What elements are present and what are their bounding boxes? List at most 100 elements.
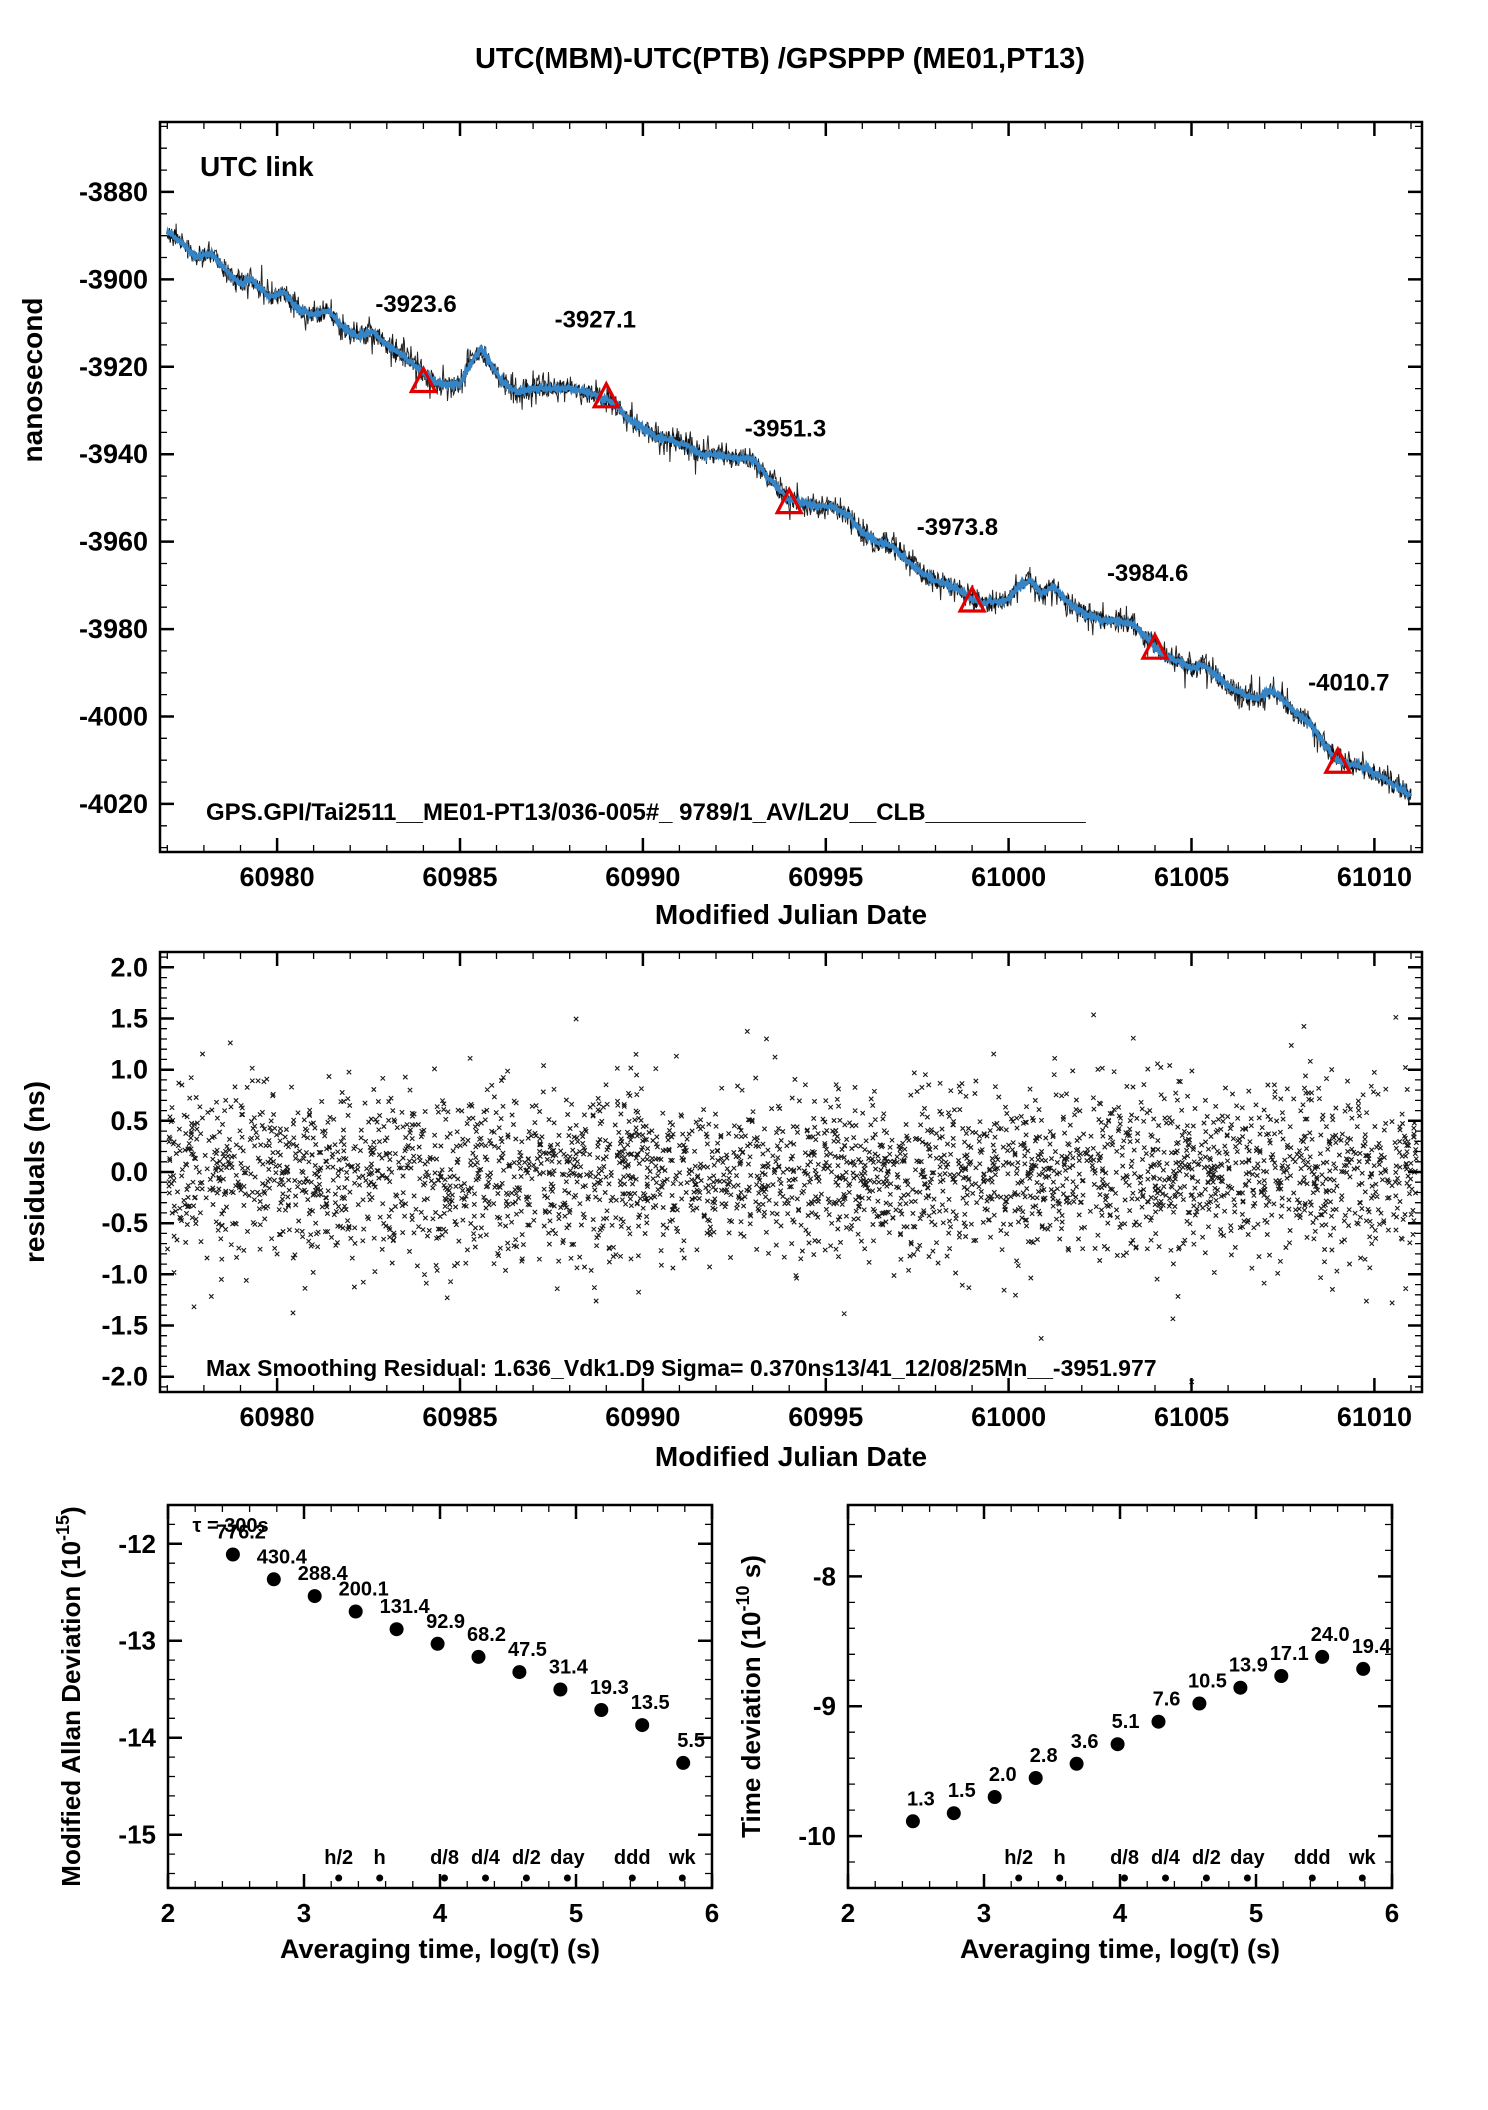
marker-value-label: -3973.8 — [917, 514, 998, 541]
point-value-label: 776.2 — [216, 1521, 266, 1543]
x-tick-label: 61010 — [1337, 1402, 1412, 1432]
calibration-triangle-marker — [957, 584, 987, 613]
data-point — [1315, 1649, 1330, 1664]
minor-ticks — [167, 1504, 713, 1888]
point-value-label: 68.2 — [467, 1624, 506, 1646]
tau-mark-label: day — [550, 1847, 585, 1869]
data-point — [1192, 1696, 1207, 1711]
p2-xlabel: Modified Julian Date — [655, 1441, 927, 1472]
plot-border — [846, 1503, 1394, 1890]
y-tick-label: -12 — [118, 1529, 156, 1559]
data-point — [676, 1755, 691, 1770]
minor-ticks — [160, 952, 1422, 1392]
tau-mark-dot — [1243, 1874, 1251, 1882]
data-point — [987, 1790, 1002, 1804]
tau-mark-label: h — [374, 1847, 386, 1869]
y-tick-label: -3940 — [79, 439, 148, 469]
data-point — [1233, 1680, 1248, 1695]
y-tick-label: -14 — [118, 1723, 156, 1753]
data-point — [1110, 1737, 1125, 1752]
data-point — [430, 1636, 445, 1651]
calibration-triangle-marker — [408, 365, 439, 394]
marker-value-label: -3923.6 — [375, 291, 456, 318]
data-point — [266, 1572, 281, 1587]
data-point — [1356, 1661, 1371, 1676]
figure-title: UTC(MBM)-UTC(PTB) /GPSPPP (ME01,PT13) — [475, 43, 1085, 75]
tau-mark-dot — [1121, 1874, 1128, 1882]
point-value-label: 19.3 — [590, 1677, 629, 1699]
y-tick-label: 2.0 — [110, 952, 148, 982]
p1-xlabel: Modified Julian Date — [655, 899, 927, 930]
tau-mark-label: wk — [668, 1847, 697, 1869]
point-value-label: 1.3 — [907, 1788, 935, 1810]
tau-mark-label: d/8 — [430, 1847, 459, 1869]
point-value-label: 2.8 — [1030, 1745, 1058, 1767]
residuals-chart: 60980 60985 60990 60995 61000 61005 61010 2.0 1.… — [101, 950, 1424, 1432]
mdev-ylabel: Modified Allan Deviation (10-15) — [53, 1506, 86, 1886]
tau-mark-label: h/2 — [324, 1847, 353, 1869]
x-tick-label: 6 — [1385, 1898, 1399, 1928]
x-tick-label: 2 — [841, 1898, 855, 1928]
data-point — [553, 1682, 568, 1697]
y-tick-label: -3980 — [79, 614, 148, 644]
point-value-label: 2.0 — [989, 1764, 1017, 1786]
y-tick-label: -1.5 — [101, 1310, 148, 1340]
mdev-axes: 2 3 4 5 6 -12 -13 -14 -15 — [118, 1503, 719, 1928]
y-tick-label: -10 — [798, 1821, 836, 1851]
calibration-triangle-marker — [774, 486, 804, 515]
utc-link-chart: 60980 60985 60990 60995 61000 61005 61010 -3880… — [79, 120, 1424, 892]
data-point — [905, 1814, 920, 1829]
data-point — [471, 1649, 486, 1664]
y-tick-label: -2.0 — [101, 1362, 148, 1392]
data-point — [1028, 1771, 1043, 1785]
calibration-triangle-marker — [1323, 745, 1353, 774]
plot-border — [158, 120, 1424, 854]
minor-ticks — [847, 1505, 1393, 1889]
x-tick-label: 4 — [433, 1898, 448, 1928]
tau-mark-label: h/2 — [1004, 1847, 1033, 1869]
y-tick-label: 1.0 — [110, 1055, 148, 1085]
y-tick-label: -1.0 — [101, 1259, 148, 1289]
y-tick-label: -13 — [118, 1626, 156, 1656]
tau-mark-dot — [628, 1874, 636, 1882]
tau-mark-dot — [563, 1874, 571, 1882]
dataset-annotation: GPS.GPI/Tai2511__ME01-PT13/036-005#_ 978… — [206, 799, 1086, 826]
point-value-label: 1.5 — [948, 1780, 976, 1802]
y-tick-label: 0.5 — [110, 1106, 148, 1136]
tau-mark-dot — [441, 1874, 448, 1882]
y-tick-label: 0.0 — [110, 1157, 148, 1187]
plot-border — [158, 950, 1424, 1394]
data-point — [1151, 1714, 1166, 1729]
y-tick-label: -3880 — [79, 177, 148, 207]
marker-value-label: -3927.1 — [555, 306, 636, 333]
point-value-label: 288.4 — [298, 1563, 349, 1585]
y-tick-label: -4020 — [79, 789, 148, 819]
minor-ticks — [160, 122, 1422, 852]
x-tick-label: 60980 — [240, 1402, 315, 1432]
tau-mark-label: d/4 — [471, 1847, 501, 1869]
x-tick-label: 60995 — [788, 862, 863, 892]
p4-xlabel: Averaging time, log(τ) (s) — [960, 1934, 1280, 1964]
point-value-label: 131.4 — [380, 1596, 431, 1618]
data-point — [1069, 1756, 1084, 1771]
noise-trace — [166, 223, 1412, 806]
major-ticks — [846, 1505, 1394, 1888]
data-point — [307, 1589, 322, 1604]
x-tick-label: 6 — [705, 1898, 719, 1928]
point-value-label: 10.5 — [1188, 1670, 1227, 1692]
x-tick-label: 60990 — [605, 862, 680, 892]
tau-note: τ = 300s — [192, 1515, 268, 1537]
tau-mark-label: h — [1054, 1847, 1066, 1869]
calibration-triangle-marker — [591, 380, 621, 409]
tau-mark-label: d/8 — [1110, 1847, 1139, 1869]
y-tick-label: 1.5 — [110, 1004, 148, 1034]
tau-mark-label: d/2 — [1192, 1847, 1221, 1869]
tau-mark-dot — [1015, 1874, 1023, 1882]
y-tick-label: -3900 — [79, 264, 148, 294]
x-tick-label: 5 — [1249, 1898, 1263, 1928]
data-point — [389, 1622, 404, 1637]
utc-link-timeseries-axes: 60980 60985 60990 60995 61000 61005 61010 -3880… — [79, 120, 1424, 892]
x-tick-label: 60985 — [422, 862, 497, 892]
x-tick-label: 3 — [977, 1898, 991, 1928]
